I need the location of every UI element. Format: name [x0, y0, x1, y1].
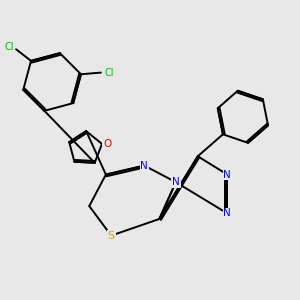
Text: Cl: Cl [4, 42, 14, 52]
Text: N: N [172, 177, 180, 187]
Text: Cl: Cl [105, 68, 114, 78]
Text: N: N [224, 208, 231, 218]
Text: S: S [108, 231, 115, 241]
Text: N: N [140, 160, 148, 171]
Text: N: N [224, 169, 231, 180]
Text: O: O [103, 139, 111, 149]
